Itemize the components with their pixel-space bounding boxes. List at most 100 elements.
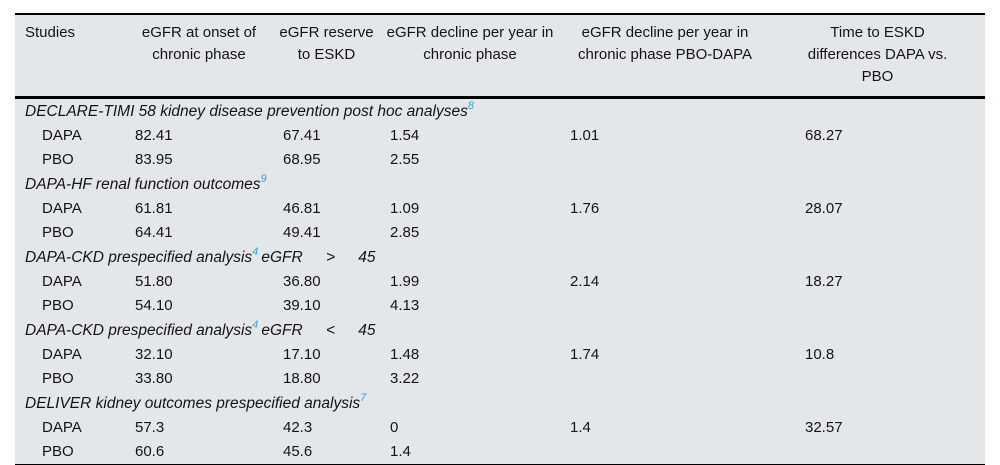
header-row: Studies eGFR at onset of chronic phase e… — [15, 14, 985, 98]
col-header-egfr-onset: eGFR at onset of chronic phase — [141, 24, 257, 63]
section-title: DAPA-CKD prespecified analysis4 eGFR > 4… — [15, 245, 985, 270]
col-header-studies: Studies — [25, 24, 76, 41]
table-row: PBO 83.95 68.95 2.55 — [15, 148, 985, 172]
egfr-onset-value: 82.41 — [135, 127, 173, 144]
egfr-reserve-value: 36.80 — [283, 273, 321, 290]
col-header-time-to-eskd: Time to ESKD differences DAPA vs. PBO — [807, 24, 948, 85]
reference-superscript: 7 — [360, 391, 367, 404]
section-title-text: DAPA-CKD prespecified analysis — [25, 249, 253, 266]
reference-superscript: 9 — [260, 172, 267, 185]
section-title-text: DAPA-CKD prespecified analysis — [25, 322, 253, 339]
table-row: PBO 54.10 39.10 4.13 — [15, 294, 985, 318]
time-to-eskd-value: 18.27 — [805, 273, 843, 290]
reference-superscript: 8 — [467, 99, 474, 112]
time-to-eskd-value — [770, 221, 985, 245]
egfr-decline-pbo-dapa-value — [560, 221, 770, 245]
study-label: DAPA — [42, 419, 82, 436]
egfr-reserve-value: 42.3 — [283, 419, 313, 436]
egfr-decline-pbo-dapa-value — [560, 367, 770, 391]
table-row: DAPA 82.41 67.41 1.54 1.01 68.27 — [15, 124, 985, 148]
section-title-row: DAPA-HF renal function outcomes9 — [15, 172, 985, 197]
time-to-eskd-value — [770, 440, 985, 465]
egfr-onset-value: 64.41 — [135, 224, 173, 241]
egfr-decline-pbo-dapa-value: 1.4 — [570, 419, 591, 436]
egfr-decline-value: 1.48 — [390, 346, 420, 363]
egfr-onset-value: 61.81 — [135, 200, 173, 217]
egfr-decline-value: 1.99 — [390, 273, 420, 290]
egfr-reserve-value: 68.95 — [283, 151, 321, 168]
section-title-suffix: eGFR > 45 — [258, 249, 376, 266]
egfr-onset-value: 33.80 — [135, 370, 173, 387]
table-row: DAPA 57.3 42.3 0 1.4 32.57 — [15, 416, 985, 440]
study-label: PBO — [42, 443, 74, 460]
study-label: DAPA — [42, 200, 82, 217]
egfr-reserve-value: 46.81 — [283, 200, 321, 217]
section-title-row: DAPA-CKD prespecified analysis4 eGFR < 4… — [15, 318, 985, 343]
col-header-egfr-decline: eGFR decline per year in chronic phase — [386, 24, 554, 63]
egfr-decline-value: 1.54 — [390, 127, 420, 144]
egfr-decline-value: 0 — [390, 419, 399, 436]
table-row: DAPA 32.10 17.10 1.48 1.74 10.8 — [15, 343, 985, 367]
egfr-decline-pbo-dapa-value — [560, 440, 770, 465]
table-row: DAPA 61.81 46.81 1.09 1.76 28.07 — [15, 197, 985, 221]
time-to-eskd-value: 10.8 — [805, 346, 835, 363]
reference-superscript: 4 — [252, 318, 259, 331]
col-header-egfr-decline-pbo-dapa: eGFR decline per year in chronic phase P… — [578, 24, 752, 63]
time-to-eskd-value: 28.07 — [805, 200, 843, 217]
study-label: PBO — [42, 151, 74, 168]
egfr-reserve-value: 39.10 — [283, 297, 321, 314]
section-title: DAPA-CKD prespecified analysis4 eGFR < 4… — [15, 318, 985, 343]
egfr-onset-value: 60.6 — [135, 443, 165, 460]
egfr-onset-value: 32.10 — [135, 346, 173, 363]
egfr-reserve-value: 45.6 — [283, 443, 313, 460]
egfr-decline-value: 1.4 — [390, 443, 411, 460]
section-title: DELIVER kidney outcomes prespecified ana… — [15, 391, 985, 416]
egfr-decline-pbo-dapa-value — [560, 294, 770, 318]
study-label: DAPA — [42, 273, 82, 290]
study-label: DAPA — [42, 127, 82, 144]
study-label: PBO — [42, 224, 74, 241]
study-label: DAPA — [42, 346, 82, 363]
egfr-decline-pbo-dapa-value: 1.01 — [570, 127, 600, 144]
reference-superscript: 4 — [252, 245, 259, 258]
egfr-onset-value: 83.95 — [135, 151, 173, 168]
egfr-decline-value: 4.13 — [390, 297, 420, 314]
time-to-eskd-value — [770, 367, 985, 391]
section-title-text: DAPA-HF renal function outcomes — [25, 176, 261, 193]
egfr-reserve-value: 49.41 — [283, 224, 321, 241]
egfr-reserve-value: 18.80 — [283, 370, 321, 387]
egfr-decline-value: 2.85 — [390, 224, 420, 241]
section-title-row: DAPA-CKD prespecified analysis4 eGFR > 4… — [15, 245, 985, 270]
time-to-eskd-value: 32.57 — [805, 419, 843, 436]
section-title-text: DECLARE-TIMI 58 kidney disease preventio… — [25, 103, 468, 120]
egfr-decline-value: 2.55 — [390, 151, 420, 168]
egfr-decline-pbo-dapa-value — [560, 148, 770, 172]
egfr-onset-value: 54.10 — [135, 297, 173, 314]
egfr-decline-pbo-dapa-value: 1.74 — [570, 346, 600, 363]
table-row: DAPA 51.80 36.80 1.99 2.14 18.27 — [15, 270, 985, 294]
time-to-eskd-value — [770, 148, 985, 172]
section-title-row: DECLARE-TIMI 58 kidney disease preventio… — [15, 98, 985, 125]
egfr-reserve-value: 17.10 — [283, 346, 321, 363]
time-to-eskd-value: 68.27 — [805, 127, 843, 144]
section-title-text: DELIVER kidney outcomes prespecified ana… — [25, 395, 361, 412]
egfr-decline-pbo-dapa-value: 1.76 — [570, 200, 600, 217]
egfr-onset-value: 57.3 — [135, 419, 165, 436]
egfr-decline-value: 1.09 — [390, 200, 420, 217]
egfr-decline-value: 3.22 — [390, 370, 420, 387]
section-title: DECLARE-TIMI 58 kidney disease preventio… — [15, 98, 985, 125]
table-row: PBO 64.41 49.41 2.85 — [15, 221, 985, 245]
egfr-reserve-value: 67.41 — [283, 127, 321, 144]
table-row: PBO 60.6 45.6 1.4 — [15, 440, 985, 465]
col-header-egfr-reserve: eGFR reserve to ESKD — [279, 24, 374, 63]
section-title: DAPA-HF renal function outcomes9 — [15, 172, 985, 197]
study-label: PBO — [42, 297, 74, 314]
study-label: PBO — [42, 370, 74, 387]
section-title-row: DELIVER kidney outcomes prespecified ana… — [15, 391, 985, 416]
egfr-study-table: Studies eGFR at onset of chronic phase e… — [15, 13, 985, 465]
section-title-suffix: eGFR < 45 — [258, 322, 376, 339]
egfr-decline-pbo-dapa-value: 2.14 — [570, 273, 600, 290]
egfr-onset-value: 51.80 — [135, 273, 173, 290]
table-row: PBO 33.80 18.80 3.22 — [15, 367, 985, 391]
